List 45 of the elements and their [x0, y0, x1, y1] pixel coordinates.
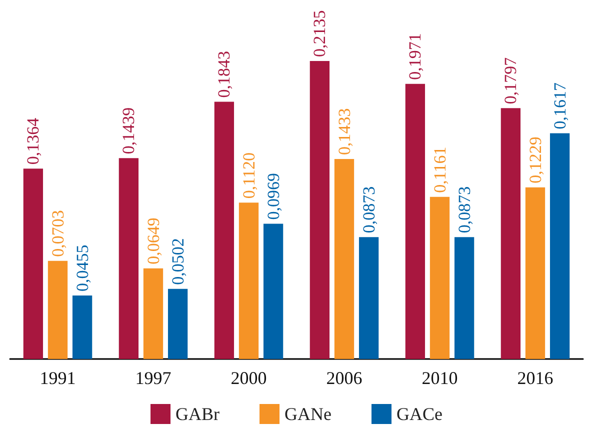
- x-tick-label: 2000: [230, 368, 267, 388]
- data-label: 0,1797: [501, 56, 520, 104]
- data-label: 0,0969: [264, 172, 283, 220]
- data-label: 0,1120: [239, 152, 258, 199]
- data-label: 0,1161: [430, 146, 450, 193]
- x-tick-label: 1997: [135, 368, 172, 388]
- bar: [214, 102, 234, 359]
- data-label: 0,2135: [310, 10, 330, 57]
- legend-label: GABr: [176, 404, 220, 424]
- bar: [238, 202, 259, 359]
- data-label: 0,0703: [48, 210, 68, 257]
- bar: [500, 108, 521, 359]
- data-label: 0,0873: [454, 186, 474, 234]
- bar: [118, 158, 139, 359]
- data-label: 0,1971: [406, 33, 425, 80]
- data-label: 0,1843: [214, 50, 234, 98]
- data-label: 0,1364: [24, 117, 43, 165]
- x-tick-label: 2010: [422, 368, 458, 388]
- data-label: 0,1439: [119, 107, 138, 154]
- legend-label: GACe: [396, 404, 442, 424]
- x-tick-label: 2006: [326, 368, 362, 388]
- legend-label: GANe: [284, 404, 332, 424]
- data-label: 0,1433: [334, 108, 354, 155]
- bar: [454, 237, 474, 359]
- bar: [72, 295, 92, 359]
- data-label: 0,1617: [550, 82, 570, 130]
- bar: [23, 168, 44, 359]
- data-label: 0,0649: [144, 218, 163, 264]
- bar: [550, 133, 570, 359]
- data-label: 0,0455: [72, 244, 92, 292]
- data-label: 0,1229: [526, 136, 545, 184]
- bar: [168, 288, 188, 359]
- x-tick-label: 1991: [40, 368, 76, 388]
- bar: [430, 196, 450, 359]
- data-label: 0,0502: [168, 238, 188, 285]
- bar: [143, 268, 164, 359]
- bar: [263, 224, 284, 359]
- bar: [48, 260, 68, 359]
- data-label: 0,0873: [359, 186, 378, 234]
- bar: [334, 158, 354, 359]
- bar: [358, 237, 379, 359]
- bar: [310, 60, 330, 359]
- bar: [525, 187, 546, 359]
- x-tick-label: 2016: [517, 368, 554, 388]
- bar: [405, 84, 426, 359]
